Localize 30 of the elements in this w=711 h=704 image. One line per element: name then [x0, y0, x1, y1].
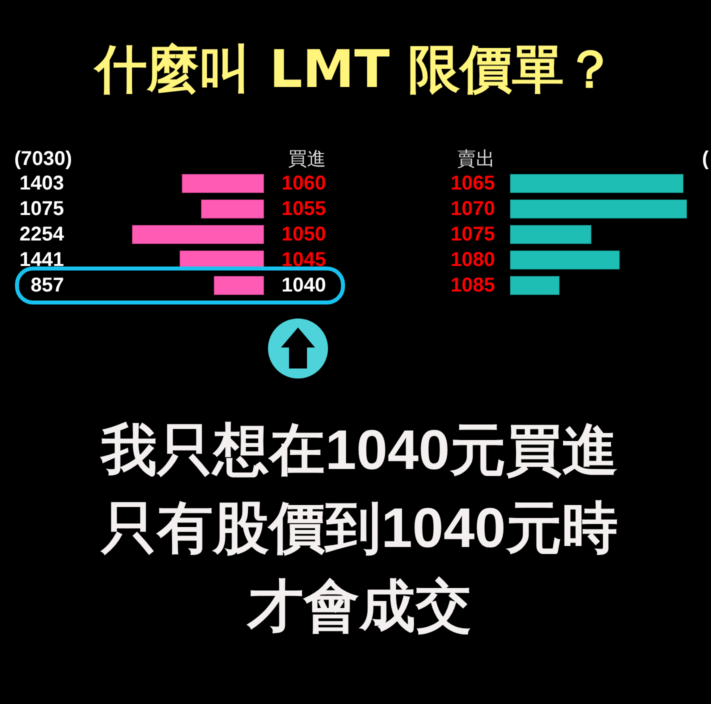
y-tick-label: 1060	[282, 172, 326, 194]
y-tick-label: 1040	[282, 274, 326, 296]
bar	[510, 199, 688, 219]
y-axis-title: 賣出	[457, 148, 495, 170]
y-tick-label: 1085	[450, 274, 495, 296]
bar	[510, 174, 684, 194]
bar	[200, 199, 264, 219]
y-tick-label: 1075	[450, 224, 495, 246]
y-tick-label: 1050	[282, 224, 326, 246]
data-label: 2254	[20, 224, 65, 246]
bar	[132, 224, 264, 244]
data-label: 1403	[20, 172, 64, 194]
bar	[510, 276, 560, 296]
data-label: 1441	[20, 249, 64, 271]
bar	[213, 276, 264, 296]
y-tick-label: 1065	[450, 172, 495, 194]
text: 我只想在1040元買進只有股價到1040元時才會成交	[99, 418, 618, 637]
y-tick-label: 1080	[450, 249, 495, 271]
text: (7030)	[14, 148, 72, 170]
y-axis-title: 買進	[288, 148, 326, 170]
chart-title: 什麼叫 LMT 限價單？	[93, 40, 616, 100]
y-tick-label: 1045	[282, 249, 326, 271]
bar	[510, 250, 620, 270]
data-label: 857	[30, 274, 64, 296]
data-label: 1075	[20, 198, 64, 220]
text: (	[702, 148, 709, 170]
y-tick-label: 1070	[450, 198, 495, 220]
y-tick-label: 1055	[282, 198, 326, 220]
bar	[510, 224, 592, 244]
bar	[181, 174, 264, 194]
